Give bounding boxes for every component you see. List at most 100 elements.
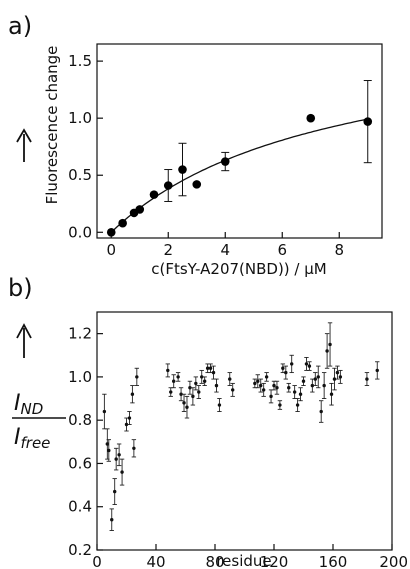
panel-b-data-point	[228, 377, 232, 381]
panel-b-data-point	[194, 381, 198, 386]
panel-b-x-tick-label: 200	[379, 553, 408, 569]
panel-a-data-point	[106, 227, 116, 237]
panel-a-data-point	[220, 157, 230, 166]
panel-b-data-point	[287, 386, 291, 390]
panel-a-data-points	[106, 80, 373, 237]
panel-b-data-point	[298, 392, 303, 396]
panel-b-data-point	[172, 379, 176, 383]
panel-a-fit-curve	[110, 118, 368, 233]
panel-a-data-point	[306, 113, 316, 123]
panel-a-plot-frame	[96, 43, 383, 239]
panel-b-data-point	[188, 386, 192, 390]
panel-b-data-point	[120, 470, 124, 474]
panel-b-data-point	[310, 383, 315, 388]
panel-b-x-tick-label: 0	[92, 553, 102, 569]
panel-a-label: a)	[8, 12, 32, 40]
panel-b-data-point	[110, 518, 114, 522]
panel-a-y-tick-label: 1.0	[68, 109, 92, 127]
panel-b-label: b)	[8, 274, 33, 302]
panel-b-data-point	[307, 364, 312, 368]
panel-b-y-label-denominator: I	[14, 425, 21, 450]
panel-a-x-tick-label: 2	[163, 241, 173, 259]
panel-b-plot-frame	[96, 311, 393, 551]
panel-a-data-point	[135, 205, 145, 214]
panel-b-data-point	[182, 401, 186, 405]
panel-b-data-point	[272, 383, 276, 388]
panel-b-x-tick-label: 80	[205, 553, 224, 569]
panel-b-data-point	[292, 390, 297, 394]
panel-a-data-point	[178, 165, 187, 174]
panel-a-x-ticks: 0 2 4 6 8	[106, 232, 344, 259]
panel-b-data-point	[278, 403, 282, 407]
panel-b-data-point	[102, 409, 107, 414]
panel-b-data-point	[328, 342, 332, 347]
panel-b-data-point	[261, 388, 266, 392]
panel-b-data-point	[329, 392, 334, 396]
panel-b-data-point	[211, 370, 216, 375]
panel-b-data-point	[275, 386, 279, 390]
panel-b-data-point	[325, 349, 329, 353]
panel-b-data-point	[264, 375, 269, 379]
panel-b-data-point	[135, 375, 139, 379]
panel-a-data-point	[163, 181, 173, 190]
panel-a-data-point	[149, 190, 159, 199]
panel-a-x-tick-label: 0	[106, 241, 116, 259]
panel-b-data-point	[166, 368, 170, 373]
panel-b-data-point	[259, 383, 263, 388]
panel-b-data-point	[269, 394, 273, 399]
panel-b-data-point	[179, 392, 183, 396]
panel-b-data-point	[284, 370, 288, 375]
panel-b-y-label-denominator-sub: free	[21, 434, 51, 452]
panel-b-y-arrow	[16, 323, 32, 358]
panel-a-x-tick-label: 6	[277, 241, 287, 259]
panel-b-data-point	[185, 405, 189, 409]
panel-b-data-point	[375, 368, 379, 373]
panel-a-y-arrow	[16, 128, 32, 162]
panel-b-data-point	[253, 381, 257, 386]
panel-b-data-point	[313, 377, 317, 381]
panel-b-data-point	[117, 453, 121, 457]
panel-b-data-point	[105, 442, 110, 446]
panel-b-y-label-numerator: I	[14, 391, 21, 416]
panel-a-y-ticks: 0.0 0.5 1.0 1.5	[68, 52, 103, 241]
panel-a-x-tick-label: 8	[334, 241, 344, 259]
panel-a-x-tick-label: 4	[220, 241, 230, 259]
panel-b-data-point	[191, 394, 195, 399]
panel-b-data-point	[205, 366, 210, 370]
panel-b-data-point	[316, 375, 320, 379]
panel-b-y-ticks: 0.2 0.4 0.6 0.8 1.0 1.2	[68, 325, 103, 559]
panel-b-y-axis-label: IND Ifree	[12, 391, 66, 452]
panel-b-data-point	[322, 383, 326, 388]
panel-b-x-tick-label: 160	[319, 553, 348, 569]
panel-b-data-point	[301, 379, 306, 383]
panel-b-data-point	[200, 375, 204, 379]
panel-a-x-axis-label: c(FtsY-A207(NBD)) / µM	[151, 260, 326, 278]
panel-b-data-point	[176, 375, 180, 379]
panel-b-data-point	[217, 403, 222, 407]
panel-b-data-point	[208, 366, 213, 370]
panel-a-data-point	[118, 218, 127, 228]
panel-b-data-point	[107, 448, 111, 453]
panel-b-data-point	[113, 489, 117, 494]
panel-b-data-point	[132, 446, 136, 451]
panel-a-data-point	[363, 117, 373, 126]
panel-b-y-tick-label: 1.2	[68, 325, 92, 343]
panel-b-y-tick-label: 0.6	[68, 454, 92, 472]
panel-b-data-point	[114, 457, 118, 461]
panel-b-data-point	[197, 390, 201, 394]
panel-a-y-tick-label: 1.5	[68, 52, 92, 70]
panel-b-data-point	[319, 409, 323, 414]
panel-b-x-axis-label: residue	[216, 552, 271, 569]
panel-b-data-point	[290, 362, 294, 366]
panel-b-data-point	[295, 403, 300, 407]
panel-b-data-point	[256, 379, 260, 383]
panel-b-data-point	[124, 422, 129, 427]
panel-b-data-point	[231, 388, 235, 392]
panel-b-data-point	[304, 362, 309, 366]
panel-b-data-point	[127, 416, 132, 420]
panel-b-data-point	[332, 377, 337, 381]
panel-a-data-point	[192, 180, 202, 189]
panel-a-y-axis-label: Fluorescence change	[43, 46, 61, 205]
panel-a-y-tick-label: 0.5	[68, 166, 92, 184]
